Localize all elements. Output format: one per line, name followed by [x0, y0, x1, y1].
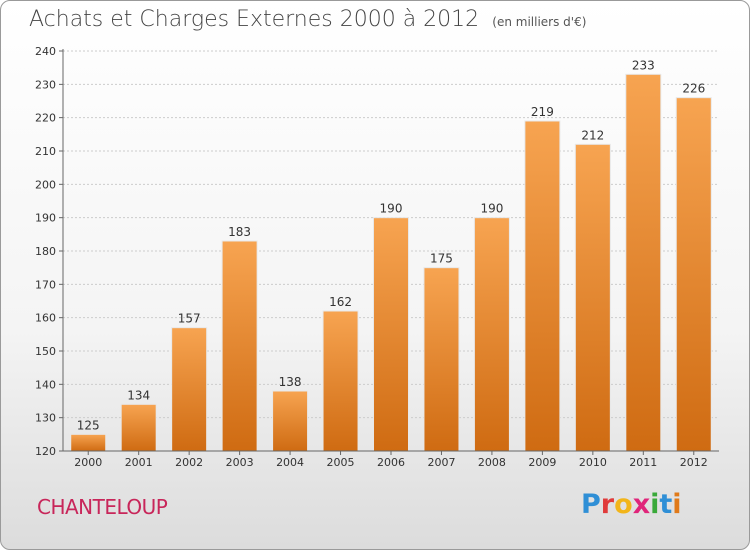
bar-2009 — [524, 120, 561, 452]
bar-2008 — [473, 217, 510, 452]
data-label-2003: 183 — [228, 225, 251, 239]
x-tick-label: 2011 — [629, 456, 657, 469]
data-label-2010: 212 — [581, 128, 604, 142]
logo-letter: o — [614, 489, 633, 520]
chart-unit: (en milliers d'€) — [492, 15, 587, 29]
data-label-2012: 226 — [682, 82, 705, 96]
y-tick-label: 130 — [35, 412, 56, 425]
y-tick-label: 220 — [35, 112, 56, 125]
bar-2000 — [70, 433, 107, 452]
bar-2004 — [272, 390, 309, 452]
x-tick-label: 2003 — [226, 456, 254, 469]
y-tick-label: 210 — [35, 145, 56, 158]
data-label-2009: 219 — [531, 105, 554, 119]
y-tick-label: 150 — [35, 345, 56, 358]
data-label-2002: 157 — [178, 312, 201, 326]
data-label-2007: 175 — [430, 252, 453, 266]
bar-2012 — [675, 97, 712, 452]
bar-2005 — [322, 310, 359, 452]
y-tick-label: 240 — [35, 45, 56, 58]
data-label-2005: 162 — [329, 295, 352, 309]
y-tick-label: 190 — [35, 212, 56, 225]
logo-letter: P — [581, 489, 601, 520]
bar-2001 — [120, 403, 157, 452]
logo-letter: r — [600, 489, 615, 520]
x-tick-label: 2004 — [276, 456, 304, 469]
x-tick-label: 2005 — [327, 456, 355, 469]
data-label-2006: 190 — [380, 202, 403, 216]
y-tick-label: 230 — [35, 78, 56, 91]
x-tick-label: 2002 — [175, 456, 203, 469]
y-tick-label: 120 — [35, 445, 56, 458]
x-tick-label: 2012 — [680, 456, 708, 469]
chart-title: Achats et Charges Externes 2000 à 2012 — [29, 7, 480, 32]
x-tick-label: 2006 — [377, 456, 405, 469]
bar-2002 — [171, 327, 208, 452]
bar-2003 — [221, 240, 258, 452]
x-tick-label: 2001 — [125, 456, 153, 469]
bar-2006 — [373, 217, 409, 452]
commune-name: CHANTELOUP — [37, 495, 168, 519]
y-tick-label: 180 — [35, 245, 56, 258]
bar-2010 — [574, 143, 611, 452]
logo-letter: i — [672, 489, 682, 520]
x-tick-label: 2010 — [579, 456, 607, 469]
x-tick-label: 2008 — [478, 456, 506, 469]
proxiti-logo: Proxiti — [581, 489, 682, 520]
data-label-2008: 190 — [480, 202, 503, 216]
data-label-2001: 134 — [127, 388, 150, 402]
data-label-2004: 138 — [279, 375, 302, 389]
data-label-2011: 233 — [632, 58, 655, 72]
logo-letter: x — [632, 489, 651, 520]
x-tick-label: 2007 — [427, 456, 455, 469]
chart-title-block: Achats et Charges Externes 2000 à 2012 (… — [29, 7, 586, 32]
x-tick-label: 2000 — [74, 456, 102, 469]
logo-letter: t — [659, 489, 673, 520]
data-label-2000: 125 — [77, 418, 100, 432]
bar-2011 — [625, 73, 662, 452]
x-tick-label: 2009 — [528, 456, 556, 469]
y-tick-label: 200 — [35, 178, 56, 191]
bar-2007 — [423, 267, 460, 452]
y-tick-label: 160 — [35, 312, 56, 325]
y-tick-label: 140 — [35, 378, 56, 391]
y-tick-label: 170 — [35, 278, 56, 291]
logo-letter: i — [650, 489, 660, 520]
